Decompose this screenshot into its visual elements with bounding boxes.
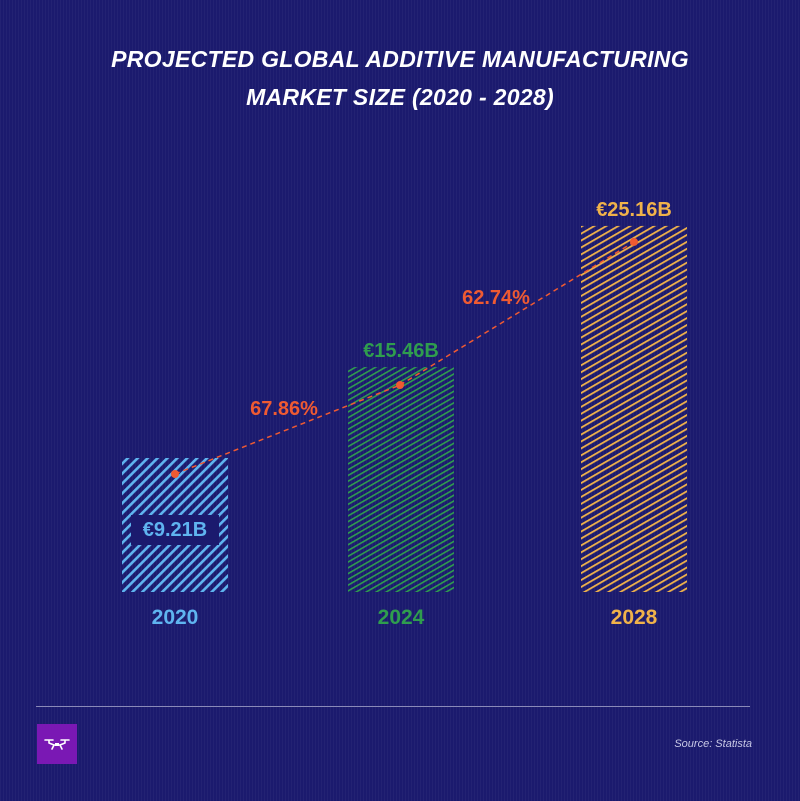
growth-point-2024 (396, 381, 404, 390)
growth-line-segment-2 (399, 241, 635, 386)
bar-2024 (348, 367, 454, 592)
growth-point-2028 (630, 237, 638, 246)
growth-label-2024-2028: 62.74% (462, 287, 530, 309)
source-note: Source: Statista (674, 738, 752, 750)
category-label-2020: 2020 (152, 606, 199, 629)
bar-chart: €9.21B €15.46B €25.16B 67.86% 62.74% 202… (122, 199, 687, 629)
value-label-2024: €15.46B (363, 340, 439, 362)
value-label-2020: €9.21B (143, 519, 208, 541)
category-label-2028: 2028 (611, 606, 658, 629)
chart-title: PROJECTED GLOBAL ADDITIVE MANUFACTURING … (0, 40, 800, 116)
footer-divider (36, 706, 750, 707)
growth-point-2020 (171, 469, 179, 478)
brand-logo (37, 724, 77, 764)
value-label-2028: €25.16B (596, 199, 672, 221)
value-label-2020-background (131, 515, 219, 545)
drone-icon (44, 739, 70, 750)
growth-line-segment-1 (174, 384, 401, 475)
chart-title-line-1: PROJECTED GLOBAL ADDITIVE MANUFACTURING (111, 46, 689, 72)
growth-label-2020-2024: 67.86% (250, 398, 318, 420)
bar-2028 (581, 225, 687, 592)
category-label-2024: 2024 (378, 606, 425, 629)
chart-title-line-2: MARKET SIZE (2020 - 2028) (246, 84, 554, 110)
